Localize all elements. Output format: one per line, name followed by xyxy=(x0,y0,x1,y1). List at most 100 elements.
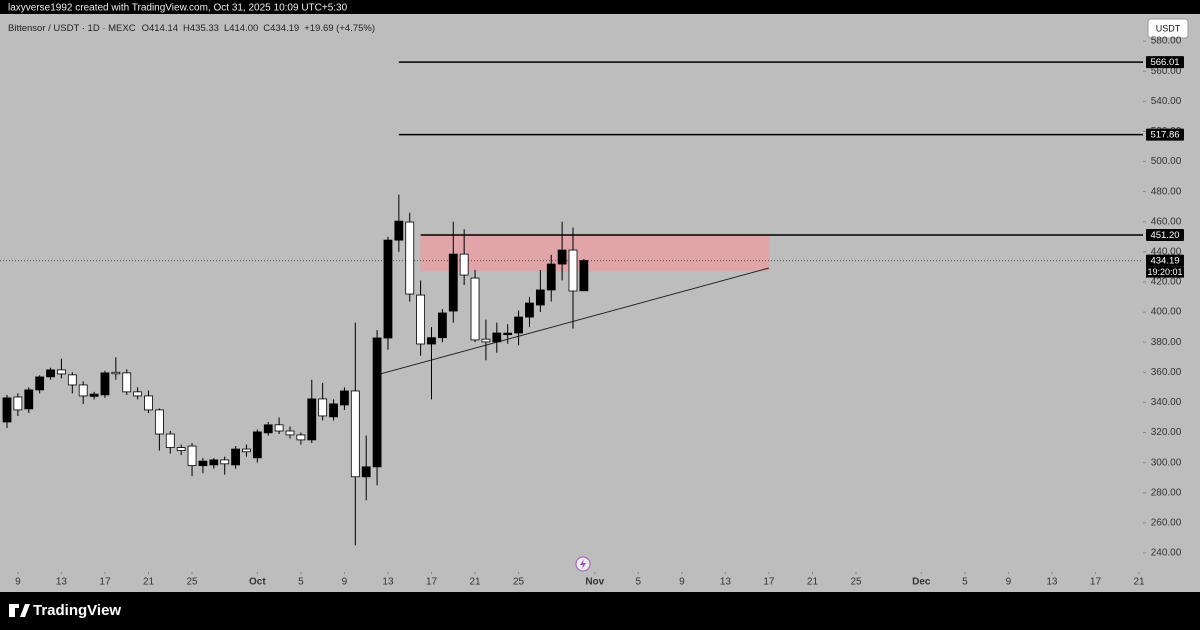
y-tick-label: 240.00 xyxy=(1151,548,1182,559)
candle-body xyxy=(437,312,447,339)
candle-body xyxy=(263,424,273,434)
candle-body xyxy=(448,253,458,312)
candle-body xyxy=(198,460,208,467)
y-tick-label: 280.00 xyxy=(1151,487,1182,498)
level-badge xyxy=(1146,56,1184,69)
candle-body xyxy=(470,277,480,341)
candle-body xyxy=(525,302,534,318)
candle-body xyxy=(405,221,415,295)
candle-body xyxy=(285,430,295,436)
x-tick-label: 17 xyxy=(99,577,111,588)
candle-body xyxy=(252,431,262,459)
x-tick-label: 13 xyxy=(56,577,68,588)
y-tick-label: 440.00 xyxy=(1151,246,1182,257)
candle-body xyxy=(111,371,121,375)
last-price-badge xyxy=(1146,254,1184,267)
candle-body xyxy=(78,384,88,397)
x-tick-label: Nov xyxy=(585,577,604,588)
legend: Bittensor / USDT · 1D · MEXC O414.14 H435.… xyxy=(8,23,375,34)
x-tick-label: 17 xyxy=(1090,577,1102,588)
candle-body xyxy=(329,403,338,418)
candle-body xyxy=(2,397,12,423)
candle-body xyxy=(122,372,132,393)
x-tick-label: 5 xyxy=(298,577,304,588)
x-tick-label: 21 xyxy=(1133,577,1145,588)
candle-body xyxy=(165,433,175,448)
x-tick-label: 25 xyxy=(850,577,862,588)
candle-body xyxy=(416,294,426,345)
candle-body xyxy=(340,390,349,406)
candle-body xyxy=(427,337,436,345)
candle-body xyxy=(307,398,317,441)
currency-button[interactable] xyxy=(1147,18,1189,39)
candle-body xyxy=(24,389,34,410)
y-tick-label: 260.00 xyxy=(1151,517,1182,528)
candle-body xyxy=(579,260,589,292)
candle-body xyxy=(503,332,513,336)
y-tick-label: 480.00 xyxy=(1151,186,1182,197)
x-tick-label: Oct xyxy=(249,577,266,588)
y-tick-label: 300.00 xyxy=(1151,457,1182,468)
change: +19.69 (+4.75%) xyxy=(304,23,375,34)
ohlc: C434.19 xyxy=(263,23,299,34)
candle-body xyxy=(187,445,197,467)
chart-area xyxy=(0,14,1200,592)
candle-body xyxy=(481,338,491,343)
candle-body xyxy=(154,409,164,435)
candle-body xyxy=(459,253,469,276)
candle-body xyxy=(350,390,360,478)
candle-body xyxy=(535,289,545,306)
candle-body xyxy=(557,249,567,265)
x-tick-label: 9 xyxy=(15,577,21,588)
ohlc: L414.00 xyxy=(224,23,258,34)
x-tick-label: 13 xyxy=(382,577,394,588)
x-tick-label: 17 xyxy=(426,577,438,588)
candle-body xyxy=(176,447,186,451)
level-badge xyxy=(1146,128,1184,141)
zone xyxy=(420,234,769,272)
ohlc: H435.33 xyxy=(183,23,219,34)
candle-body xyxy=(209,459,219,466)
y-tick-label: 500.00 xyxy=(1151,156,1182,167)
event-bolt xyxy=(580,559,586,569)
candle-body xyxy=(492,332,502,343)
brand: TradingView xyxy=(33,602,121,619)
x-tick-label: 13 xyxy=(1046,577,1058,588)
x-tick-label: 25 xyxy=(186,577,198,588)
x-tick-label: 9 xyxy=(679,577,685,588)
candle-body xyxy=(372,337,382,468)
candle-body xyxy=(35,376,45,391)
candle-body xyxy=(394,220,404,241)
candle-body xyxy=(383,239,393,339)
candle-body xyxy=(274,424,284,432)
credit: laxyverse1992 created with TradingView.c… xyxy=(8,3,348,14)
level-label: 566.01 xyxy=(1150,57,1179,68)
candle-body xyxy=(100,372,110,396)
candle-body xyxy=(89,393,99,397)
level-badge xyxy=(1146,228,1184,241)
y-tick-label: 320.00 xyxy=(1151,427,1182,438)
candle-body xyxy=(242,448,251,453)
countdown: 19:20:01 xyxy=(1147,267,1182,277)
x-tick-label: 13 xyxy=(720,577,732,588)
x-tick-label: 5 xyxy=(962,577,968,588)
candle-body xyxy=(13,396,23,411)
x-tick-label: 21 xyxy=(807,577,819,588)
y-tick-label: 340.00 xyxy=(1151,397,1182,408)
x-tick-label: 5 xyxy=(636,577,642,588)
x-tick-label: 17 xyxy=(763,577,775,588)
candle-body xyxy=(46,369,55,378)
last-price-label: 434.19 xyxy=(1150,256,1179,267)
candle-body xyxy=(296,434,306,441)
y-tick-label: 400.00 xyxy=(1151,307,1182,318)
candle-body xyxy=(57,369,66,375)
currency-label[interactable]: USDT xyxy=(1156,23,1181,33)
level-label: 517.86 xyxy=(1150,130,1179,141)
candle-body xyxy=(220,459,230,465)
brand-logo xyxy=(9,604,30,617)
candle-body xyxy=(318,398,328,417)
symbol: Bittensor / USDT · 1D · MEXC xyxy=(8,23,136,34)
y-tick-label: 360.00 xyxy=(1151,367,1182,378)
candle-body xyxy=(67,374,77,386)
